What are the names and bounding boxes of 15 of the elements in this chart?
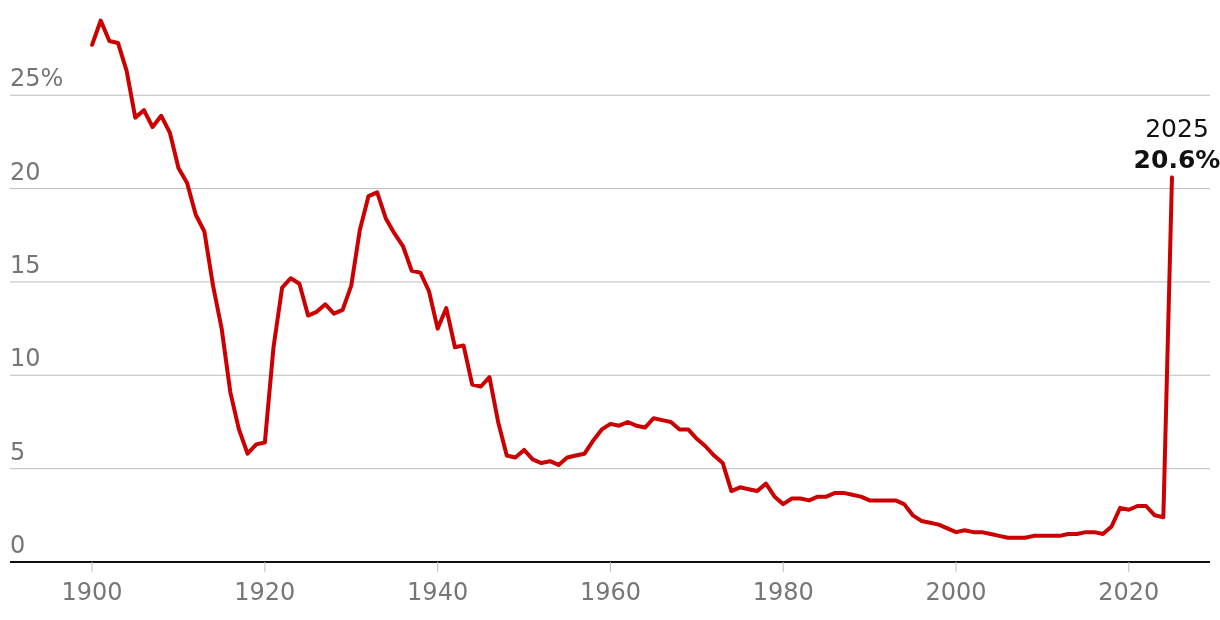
x-tick-label: 2020 [1098,578,1160,606]
x-tick-label: 1980 [752,578,814,606]
y-tick-label: 0 [10,531,26,559]
x-tick-label: 1960 [579,578,641,606]
y-tick-label: 20 [10,157,41,186]
y-tick-label: 15 [10,250,41,279]
x-tick-label: 1920 [234,578,296,606]
y-tick-label: 5 [10,437,26,466]
x-tick-label: 1900 [61,578,123,606]
x-tick-label: 1940 [407,578,469,606]
y-tick-label: 10 [10,344,41,373]
x-tick-label: 2000 [925,578,987,606]
y-tick-label: 25% [10,64,64,93]
annotation: 20.6% [1133,145,1220,175]
annotation: 2025 [1145,114,1209,144]
